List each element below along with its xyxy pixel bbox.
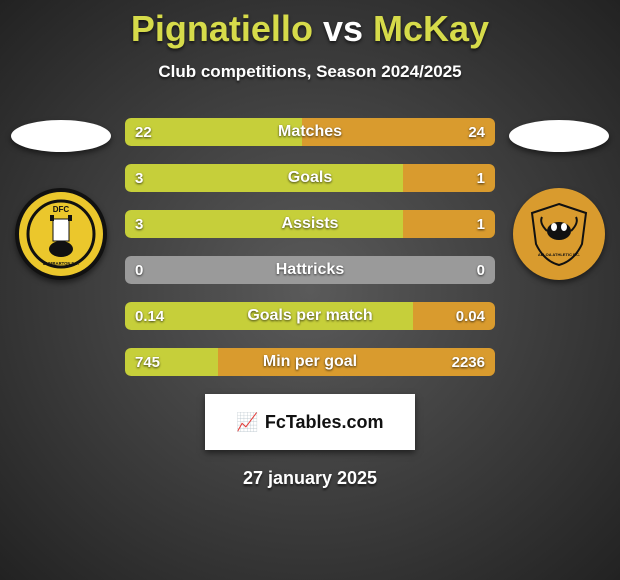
title-vs: vs [323,8,363,49]
page-title: Pignatiello vs McKay [0,0,620,50]
player-right-name: McKay [373,8,489,49]
bar-right-fill [310,256,495,284]
stats-bars: Matches2224 Goals31 Assists31 Hattricks00 Go… [125,118,495,376]
crest-left: DFC DUMBARTON F.C. [15,188,107,280]
footer-badge[interactable]: 📈 FcTables.com [205,394,415,450]
svg-text:ALLOA ATHLETIC F.C.: ALLOA ATHLETIC F.C. [538,252,580,257]
bar-right-fill [403,210,496,238]
bar-left-fill [125,302,413,330]
crest-right-icon: ALLOA ATHLETIC F.C. [524,199,594,269]
bar-left-fill [125,210,403,238]
svg-text:DUMBARTON F.C.: DUMBARTON F.C. [43,261,79,266]
bar-left-fill [125,118,302,146]
player-left-name: Pignatiello [131,8,313,49]
stat-row: Min per goal7452236 [125,348,495,376]
stat-row: Goals per match0.140.04 [125,302,495,330]
bar-right-fill [413,302,495,330]
stat-row: Assists31 [125,210,495,238]
crest-left-icon: DFC DUMBARTON F.C. [26,199,96,269]
player-left-silhouette [11,120,111,152]
stat-row: Hattricks00 [125,256,495,284]
date: 27 january 2025 [0,468,620,489]
bar-left-fill [125,256,310,284]
stat-row: Goals31 [125,164,495,192]
footer-text: FcTables.com [265,412,384,433]
bar-right-fill [218,348,496,376]
bar-right-fill [302,118,495,146]
bar-left-fill [125,164,403,192]
crest-right: ALLOA ATHLETIC F.C. [513,188,605,280]
player-right-column: ALLOA ATHLETIC F.C. [504,120,614,280]
svg-text:DFC: DFC [53,205,70,214]
chart-icon: 📈 [236,412,258,433]
bar-right-fill [403,164,496,192]
stat-row: Matches2224 [125,118,495,146]
bar-left-fill [125,348,218,376]
subtitle: Club competitions, Season 2024/2025 [0,62,620,82]
player-right-silhouette [509,120,609,152]
player-left-column: DFC DUMBARTON F.C. [6,120,116,280]
